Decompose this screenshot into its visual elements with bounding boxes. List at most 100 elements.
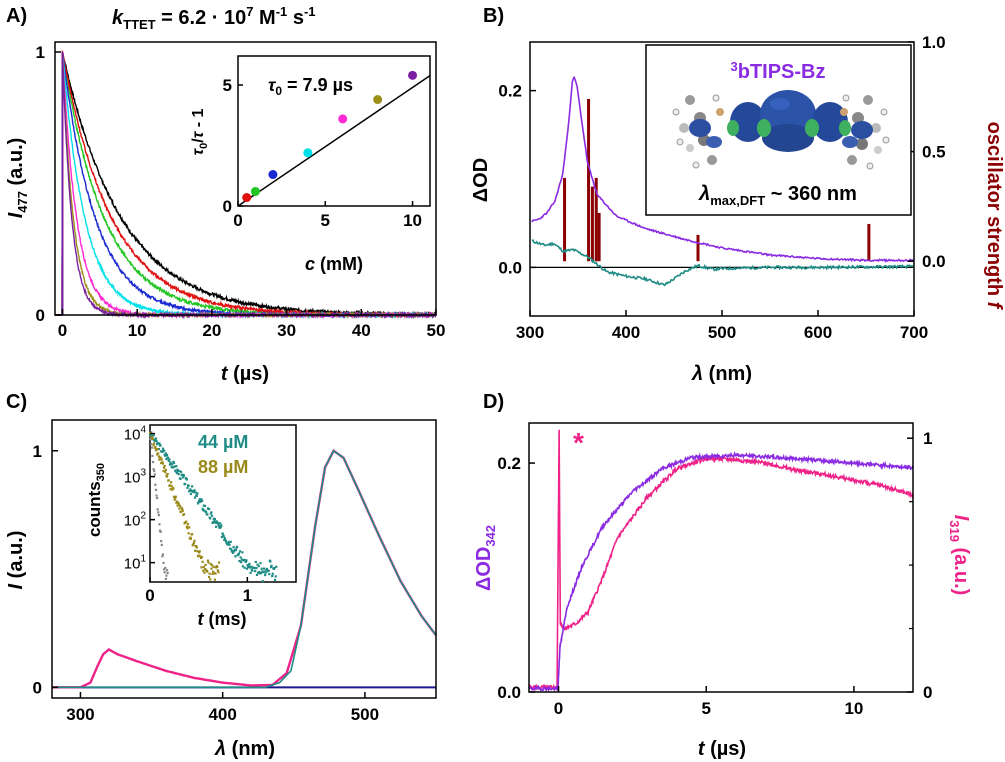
inset-a-point-3: [303, 148, 313, 158]
tcspc-point-0: [196, 502, 200, 505]
ic-ytick-exp: 2: [140, 511, 146, 522]
tcspc-point-1: [209, 578, 212, 581]
b-xtick-label: 600: [804, 323, 832, 342]
inset-b-title: 3bTIPS-Bz: [730, 59, 825, 83]
tcspc-point-1: [157, 452, 160, 455]
tcspc-point-0: [260, 567, 263, 570]
tcspc-point-0: [185, 478, 188, 481]
tcspc-point-2: [165, 574, 168, 577]
inset-a-point-2: [268, 170, 278, 180]
tcspc-point-1: [200, 566, 203, 569]
tcspc-point-1: [151, 437, 155, 440]
d-left-sub: 342: [483, 525, 498, 547]
tcspc-point-0: [223, 536, 226, 540]
ia-y-b: τ: [190, 130, 207, 138]
tcspc-point-1: [161, 461, 164, 464]
c-ytick-label: 1: [33, 442, 42, 461]
tcspc-point-2: [163, 568, 166, 571]
panel-c-label: C): [6, 391, 27, 413]
title-exp2: -1: [276, 4, 288, 19]
ia-x-var: c: [305, 254, 315, 274]
tcspc-point-0: [251, 569, 254, 572]
tcspc-point-0: [273, 566, 276, 570]
tcspc-point-0: [177, 473, 180, 476]
tcspc-point-1: [192, 541, 195, 545]
molecule-orbital-image: [672, 90, 890, 170]
tcspc-point-1: [188, 526, 191, 529]
tcspc-point-0: [199, 499, 203, 502]
tcspc-point-0: [233, 548, 236, 551]
ia-x-unit: (mM): [315, 254, 363, 274]
c-xlabel-unit: (nm): [226, 738, 275, 760]
tcspc-point-0: [192, 490, 195, 494]
b-ytick-label-left: 0.2: [498, 82, 522, 101]
tcspc-point-1: [211, 572, 214, 576]
panel-d-xlabel: t (µs): [698, 738, 746, 760]
a-xtick-label: 50: [427, 321, 446, 340]
tcspc-point-2: [161, 553, 165, 556]
tcspc-point-0: [241, 551, 244, 554]
tcspc-point-0: [212, 521, 215, 524]
b-xtick-label: 500: [708, 323, 736, 342]
tcspc-point-1: [174, 497, 177, 500]
tcspc-point-2: [160, 543, 163, 547]
central-orbital-lobes: [727, 90, 851, 152]
tcspc-point-0: [223, 538, 226, 541]
tcspc-point-2: [151, 460, 155, 464]
tcspc-point-0: [184, 482, 187, 486]
tcspc-point-0: [224, 540, 228, 543]
tcspc-point-2: [160, 540, 163, 543]
tcspc-point-2: [156, 496, 159, 500]
a-xtick-label: 20: [202, 321, 221, 340]
tcspc-point-1: [155, 447, 158, 451]
tcspc-point-0: [274, 575, 277, 578]
tcspc-point-0: [236, 545, 239, 548]
tcspc-point-1: [157, 455, 160, 458]
ic-ytick-exp: 3: [140, 468, 146, 479]
tcspc-point-0: [240, 558, 243, 561]
tcspc-point-1: [189, 537, 193, 540]
tcspc-point-1: [156, 453, 159, 456]
tcspc-point-0: [182, 474, 186, 477]
tcspc-point-0: [262, 567, 266, 570]
tcspc-point-0: [175, 465, 178, 468]
ia-y-slash: /: [190, 138, 207, 143]
a-xtick-label: 10: [128, 321, 147, 340]
tcspc-point-0: [244, 560, 247, 564]
tcspc-point-0: [246, 564, 249, 567]
tcspc-point-0: [265, 567, 268, 571]
d-xtick-label: 5: [701, 699, 710, 718]
tcspc-point-0: [170, 465, 173, 469]
panel-d-ylabel-right: I319 (a.u.): [947, 515, 972, 596]
panel-c-curves: [52, 448, 437, 689]
tcspc-point-0: [233, 550, 236, 553]
tcspc-point-1: [185, 525, 188, 528]
d-xlabel-unit: (µs): [705, 738, 747, 760]
tcspc-point-2: [158, 523, 161, 526]
tcspc-point-1: [212, 565, 215, 569]
tcspc-point-1: [180, 506, 183, 509]
tcspc-point-0: [214, 525, 218, 528]
tcspc-point-0: [174, 470, 177, 473]
a-xlabel-unit: (µs): [228, 363, 270, 385]
d-xtick-label: 10: [844, 699, 863, 718]
tcspc-point-1: [154, 449, 158, 452]
inset-a-point-5: [373, 95, 383, 105]
tcspc-point-1: [199, 555, 202, 558]
tcspc-point-2: [164, 566, 167, 570]
tcspc-point-1: [185, 520, 188, 523]
tcspc-point-0: [175, 471, 179, 475]
ic-ytick-exp: 4: [140, 425, 146, 436]
tcspc-point-1: [153, 442, 156, 445]
panel-a-ylabel: I477 (a.u.): [5, 138, 30, 219]
tcspc-point-0: [221, 532, 224, 535]
ia-ytick-label: 0: [223, 197, 232, 216]
tcspc-point-0: [193, 496, 197, 499]
tcspc-point-0: [250, 565, 253, 568]
inset-b-title-sup: 3: [730, 59, 737, 74]
d-ytick-label-left: 0.0: [497, 683, 521, 702]
tcspc-point-1: [196, 550, 199, 553]
tcspc-point-0: [258, 572, 261, 575]
tcspc-point-0: [216, 521, 219, 524]
inset-b-annotation: λmax,DFT ~ 360 nm: [698, 183, 857, 208]
